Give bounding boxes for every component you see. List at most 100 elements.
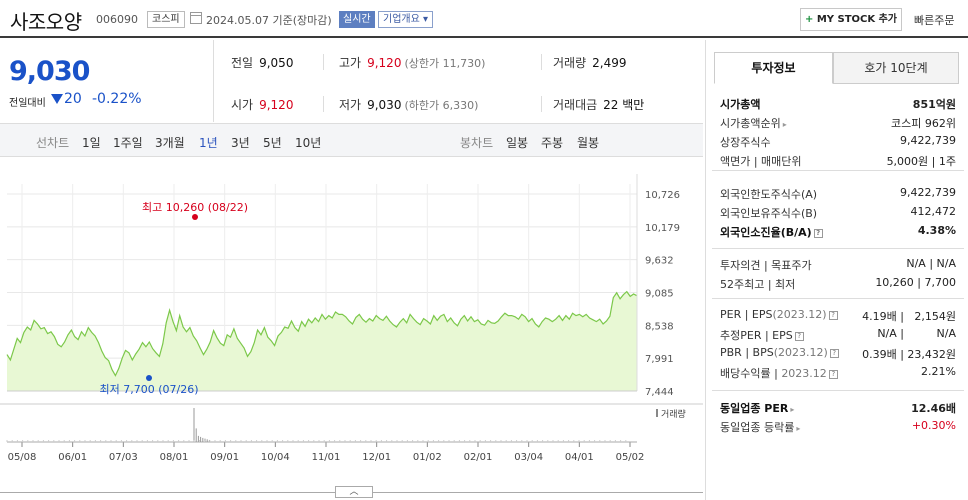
info-label: 동일업종 등락률 ▸ (720, 421, 801, 434)
info-label-period: 2023.12 (781, 367, 827, 380)
add-mystock-button[interactable]: + MY STOCK 추가 (800, 8, 902, 31)
y-tick-label: 9,085 (645, 289, 674, 300)
company-info-dropdown[interactable]: 기업개요 ▾ (378, 11, 433, 28)
realtime-button[interactable]: 실시간 (339, 11, 375, 28)
info-value: 12.46배 (911, 402, 956, 415)
change-percent: -0.22% (92, 91, 142, 107)
info-value: 4.38% (917, 224, 956, 237)
info-value: 2.21% (921, 365, 956, 378)
chevron-right-icon[interactable]: ▸ (796, 424, 801, 433)
info-label: 추정PER | EPS? (720, 327, 804, 343)
info-label: 외국인소진율(B/A)? (720, 224, 823, 240)
x-tick-label: 12/01 (362, 452, 391, 463)
down-arrow-icon (51, 94, 63, 104)
info-label: 시가총액순위 ▸ (720, 117, 787, 130)
x-tick-label: 02/01 (464, 452, 493, 463)
chevron-right-icon[interactable]: ▸ (782, 120, 787, 129)
info-row: 시가총액 851억원 (720, 96, 956, 114)
x-tick-label: 08/01 (160, 452, 189, 463)
tab-3y[interactable]: 3년 (231, 136, 250, 150)
stat-low: 저가 9,030 (하한가 6,330) (339, 98, 479, 112)
divider (712, 390, 964, 391)
company-name: 사조오양 (10, 10, 82, 34)
high-annotation: 최고 10,260 (08/22) (142, 201, 248, 214)
help-icon[interactable]: ? (813, 229, 823, 238)
info-row: 동일업종 등락률 ▸ +0.30% (720, 419, 956, 437)
info-row: 액면가 | 매매단위 5,000원 | 1주 (720, 153, 956, 171)
divider (712, 298, 964, 299)
x-tick-label: 03/04 (514, 452, 543, 463)
change-label: 전일대비 (9, 98, 46, 109)
info-label: PBR | BPS(2023.12)? (720, 346, 839, 359)
current-price: 9,030 (9, 56, 90, 87)
help-icon[interactable]: ? (828, 370, 838, 379)
chart-period-tabs: 선차트 1일 1주일 3개월 1년 3년 5년 10년 봉차트 일봉 주봉 월봉 (0, 123, 703, 157)
y-tick-label: 8,538 (645, 321, 674, 332)
info-label: 시가총액 (720, 98, 761, 111)
info-row: 외국인소진율(B/A)? 4.38% (720, 224, 956, 242)
volume-legend-swatch (656, 409, 658, 417)
tab-10y[interactable]: 10년 (295, 136, 322, 150)
tab-1y[interactable]: 1년 (199, 136, 218, 150)
info-row: 배당수익률 | 2023.12? 2.21% (720, 365, 956, 383)
info-value: N/A | (877, 327, 904, 340)
expand-chart-button[interactable]: ︿ (335, 486, 373, 498)
stat-prev: 전일 9,050 (231, 56, 294, 70)
x-tick-label: 11/01 (312, 452, 341, 463)
high-marker (192, 214, 198, 220)
divider (712, 248, 964, 249)
x-tick-label: 06/01 (58, 452, 87, 463)
tab-1d[interactable]: 1일 (82, 136, 101, 150)
tab-orderbook-10[interactable]: 호가 10단계 (833, 52, 959, 84)
y-tick-label: 7,991 (645, 354, 674, 365)
tab-daily[interactable]: 일봉 (506, 136, 529, 150)
info-label: 투자의견 | 목표주가 (720, 259, 812, 272)
tab-weekly[interactable]: 주봉 (541, 136, 564, 150)
stat-amount: 거래대금 22 백만 (553, 98, 645, 112)
investment-info-panel: 투자정보 호가 10단계 시가총액 851억원 시가총액순위 ▸ 코스피 962위 상장주… (712, 40, 964, 500)
info-row: 시가총액순위 ▸ 코스피 962위 (720, 115, 956, 133)
divider (712, 170, 964, 171)
info-value: 5,000원 | 1주 (886, 155, 956, 168)
plus-icon: + (804, 14, 817, 25)
info-row: PER | EPS(2023.12)? 4.19배 | 2,154원 (720, 308, 956, 326)
low-marker (146, 375, 152, 381)
info-label: 외국인보유주식수(B) (720, 207, 818, 220)
price-area-fill (7, 291, 637, 391)
quick-order-link[interactable]: 빠른주문 (914, 14, 955, 27)
info-value: 412,472 (910, 205, 957, 218)
change-amount: 20 (64, 91, 82, 107)
tab-monthly[interactable]: 월봉 (577, 136, 600, 150)
x-tick-label: 09/01 (210, 452, 239, 463)
info-value: 23,432원 (907, 348, 956, 361)
info-row: 외국인보유주식수(B) 412,472 (720, 205, 956, 223)
info-row: 52주최고 | 최저 10,260 | 7,700 (720, 276, 956, 294)
line-chart-label: 선차트 (36, 136, 70, 150)
y-tick-label: 9,632 (645, 256, 674, 267)
y-tick-label: 10,179 (645, 223, 680, 234)
tab-3m[interactable]: 3개월 (155, 136, 185, 150)
price-chart[interactable]: 10,726 10,179 9,632 9,085 8,538 7,991 7,444 05/… (0, 158, 703, 500)
chevron-right-icon[interactable]: ▸ (790, 405, 795, 414)
x-tick-label: 05/08 (8, 452, 37, 463)
calendar-icon (190, 12, 202, 24)
info-label: 동일업종 PER ▸ (720, 402, 795, 415)
help-icon[interactable]: ? (828, 311, 838, 320)
tab-1w[interactable]: 1주일 (113, 136, 143, 150)
candle-chart-label: 봉차트 (460, 136, 494, 150)
info-value: 10,260 | 7,700 (875, 276, 956, 289)
price-chart-svg: 10,726 10,179 9,632 9,085 8,538 7,991 7,444 05/… (0, 174, 703, 463)
info-label: 52주최고 | 최저 (720, 278, 796, 291)
info-row: 동일업종 PER ▸ 12.46배 (720, 400, 956, 418)
y-tick-label: 10,726 (645, 190, 680, 201)
help-icon[interactable]: ? (829, 349, 839, 358)
add-mystock-label: MY STOCK 추가 (816, 14, 898, 25)
tab-investment-info[interactable]: 투자정보 (714, 52, 833, 84)
info-value: 0.39배 | (862, 348, 904, 361)
info-label-period: (2023.12) (772, 308, 827, 321)
divider (541, 54, 542, 70)
info-label: 액면가 | 매매단위 (720, 155, 802, 168)
help-icon[interactable]: ? (794, 332, 804, 341)
price-line (6, 290, 638, 377)
tab-5y[interactable]: 5년 (263, 136, 282, 150)
